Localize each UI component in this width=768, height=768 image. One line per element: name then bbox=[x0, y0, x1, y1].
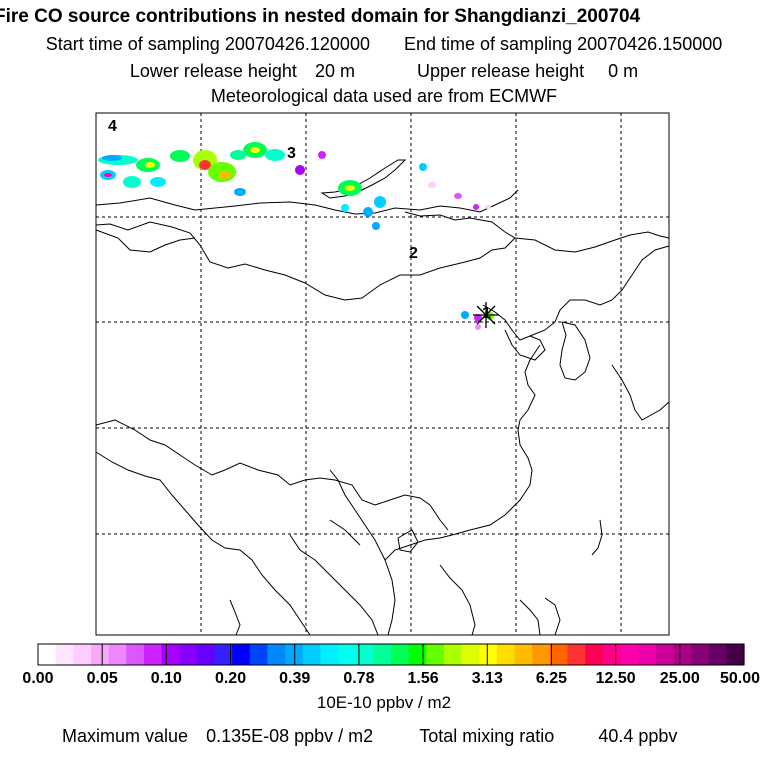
total-mixing-value: 40.4 ppbv bbox=[598, 726, 678, 746]
colorbar-frame bbox=[37, 643, 745, 666]
colorbar-swatch bbox=[443, 644, 463, 665]
colorbar-swatch bbox=[461, 644, 480, 665]
colorbar-tick-label: 12.50 bbox=[595, 670, 636, 687]
colorbar-tick-label: 50.00 bbox=[719, 670, 761, 687]
star-cross-icon bbox=[473, 302, 499, 328]
max-value-label: Maximum value bbox=[62, 726, 189, 746]
end-time-label: End time of sampling bbox=[404, 34, 573, 54]
colorbar-tick-label: 6.25 bbox=[535, 670, 568, 687]
total-mixing-label: Total mixing ratio bbox=[419, 726, 555, 746]
lat-lon-grid bbox=[96, 113, 669, 635]
colorbar-swatch bbox=[285, 644, 304, 665]
coastlines-borders bbox=[95, 159, 670, 636]
colorbar-swatch bbox=[55, 644, 74, 665]
contribution-field bbox=[98, 142, 494, 330]
region-label-2: 2 bbox=[409, 245, 418, 262]
sampling-time-line: Start time of sampling 20070426.120000 E… bbox=[0, 34, 768, 55]
colorbar-swatch bbox=[302, 644, 321, 665]
colorbar-swatch bbox=[673, 644, 692, 665]
colorbar-swatch bbox=[514, 644, 533, 665]
colorbar-swatch bbox=[249, 644, 269, 665]
colorbar-swatch bbox=[602, 644, 622, 665]
colorbar-swatch bbox=[620, 644, 639, 665]
colorbar-swatch bbox=[638, 644, 657, 665]
map-title: Fire CO source contributions in nested d… bbox=[0, 6, 641, 27]
colorbar-units: 10E-10 ppbv / m2 bbox=[316, 693, 452, 712]
max-value: 0.135E-08 ppbv / m2 bbox=[206, 726, 374, 746]
colorbar-swatch bbox=[267, 644, 286, 665]
colorbar-swatch bbox=[391, 644, 410, 665]
colorbar-swatch bbox=[479, 644, 498, 665]
colorbar-swatch bbox=[108, 644, 127, 665]
colorbar-tick-label: 25.00 bbox=[659, 670, 700, 687]
colorbar-swatch bbox=[408, 644, 427, 665]
lower-height-value: 20 m bbox=[314, 61, 355, 81]
colorbar-swatch bbox=[532, 644, 551, 665]
colorbar-swatch bbox=[496, 644, 516, 665]
colorbar-swatch bbox=[338, 644, 357, 665]
colorbar-swatch bbox=[426, 644, 445, 665]
region-label-4: 4 bbox=[108, 118, 117, 135]
start-time-value: 20070426.120000 bbox=[224, 34, 370, 54]
colorbar-swatch bbox=[567, 644, 586, 665]
colorbar-tick-label: 1.56 bbox=[407, 670, 439, 687]
colorbar-ticks bbox=[101, 644, 681, 665]
colorbar-tick-label: 3.13 bbox=[471, 670, 503, 687]
colorbar-swatch bbox=[90, 644, 110, 665]
colorbar-swatch bbox=[126, 644, 145, 665]
start-time-label: Start time of sampling bbox=[45, 34, 220, 54]
colorbar-swatch bbox=[143, 644, 163, 665]
colorbar-tick-label: 0.39 bbox=[279, 670, 311, 687]
colorbar-swatch bbox=[726, 644, 745, 665]
colorbar-tick-label: 0.20 bbox=[214, 670, 247, 687]
colorbar-swatch bbox=[161, 644, 180, 665]
lower-height-label: Lower release height bbox=[129, 61, 297, 81]
release-height-line: Lower release height 20 m Upper release … bbox=[0, 61, 768, 82]
end-time-value: 20070426.150000 bbox=[577, 34, 723, 54]
colorbar-swatch bbox=[179, 644, 198, 665]
colorbar-tick-label: 0.10 bbox=[150, 670, 182, 687]
colorbar-swatch bbox=[38, 644, 57, 665]
colorbar-swatch bbox=[73, 644, 92, 665]
colorbar-swatch bbox=[549, 644, 569, 665]
met-data-line: Meteorological data used are from ECMWF bbox=[210, 86, 558, 106]
colorbar-swatch bbox=[708, 644, 727, 665]
colorbar-tick-label: 0.78 bbox=[343, 670, 375, 687]
colorbar-swatch bbox=[320, 644, 339, 665]
colorbar-swatch bbox=[655, 644, 674, 665]
colorbar-swatch bbox=[232, 644, 251, 665]
colorbar-swatches bbox=[38, 644, 745, 665]
colorbar-swatch bbox=[196, 644, 216, 665]
colorbar-swatch bbox=[691, 644, 710, 665]
colorbar-swatch bbox=[214, 644, 233, 665]
region-label-3: 3 bbox=[287, 145, 296, 162]
colorbar-swatch bbox=[585, 644, 604, 665]
colorbar-tick-label: 0.05 bbox=[86, 670, 118, 687]
colorbar-tick-label: 0.00 bbox=[22, 670, 54, 687]
upper-height-label: Upper release height bbox=[417, 61, 585, 81]
colorbar-swatch bbox=[355, 644, 374, 665]
upper-height-value: 0 m bbox=[608, 61, 639, 81]
stats-line: Maximum value 0.135E-08 ppbv / m2 Total … bbox=[62, 726, 677, 747]
colorbar-swatch bbox=[373, 644, 392, 665]
